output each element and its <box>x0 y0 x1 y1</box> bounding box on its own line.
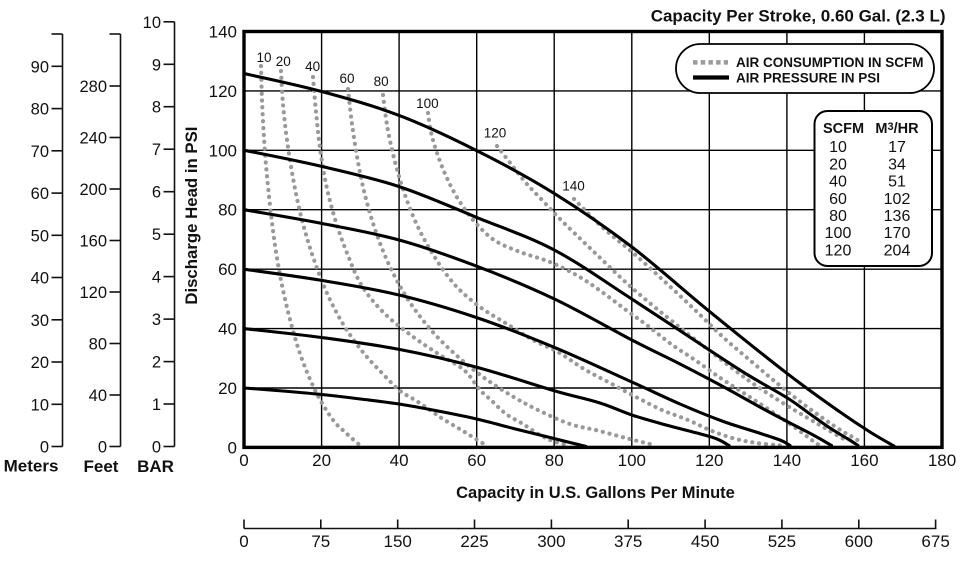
svg-text:10: 10 <box>143 14 161 32</box>
svg-text:100: 100 <box>416 96 439 111</box>
svg-text:20: 20 <box>218 379 237 398</box>
svg-text:Discharge Head in PSI: Discharge Head in PSI <box>182 127 201 305</box>
svg-text:102: 102 <box>884 191 911 208</box>
svg-text:20: 20 <box>312 451 331 470</box>
svg-text:204: 204 <box>884 242 911 259</box>
svg-text:120: 120 <box>484 126 507 141</box>
svg-text:140: 140 <box>562 179 585 194</box>
svg-text:0: 0 <box>152 439 161 457</box>
svg-text:10: 10 <box>829 139 847 156</box>
svg-text:17: 17 <box>888 139 906 156</box>
svg-text:160: 160 <box>79 233 107 251</box>
svg-text:80: 80 <box>89 336 107 354</box>
svg-text:140: 140 <box>773 451 801 470</box>
svg-text:40: 40 <box>390 451 409 470</box>
svg-text:450: 450 <box>691 532 719 551</box>
svg-text:8: 8 <box>152 99 161 117</box>
svg-text:BAR: BAR <box>137 457 174 476</box>
svg-text:60: 60 <box>339 71 354 86</box>
svg-text:150: 150 <box>384 532 412 551</box>
svg-text:30: 30 <box>31 312 49 330</box>
svg-text:40: 40 <box>218 320 237 339</box>
svg-text:10: 10 <box>256 50 271 65</box>
svg-text:280: 280 <box>79 78 107 96</box>
svg-text:20: 20 <box>829 156 847 173</box>
svg-text:4: 4 <box>152 269 161 287</box>
svg-text:60: 60 <box>218 260 237 279</box>
svg-text:SCFM: SCFM <box>823 121 864 137</box>
svg-text:34: 34 <box>888 156 906 173</box>
svg-text:120: 120 <box>209 82 237 101</box>
svg-text:100: 100 <box>209 141 237 160</box>
svg-text:600: 600 <box>845 532 873 551</box>
svg-text:80: 80 <box>829 208 847 225</box>
svg-text:100: 100 <box>825 225 852 242</box>
svg-text:136: 136 <box>884 208 911 225</box>
svg-text:375: 375 <box>614 532 642 551</box>
svg-text:90: 90 <box>31 58 49 76</box>
svg-text:5: 5 <box>152 226 161 244</box>
svg-text:80: 80 <box>545 451 564 470</box>
svg-text:0: 0 <box>239 532 248 551</box>
svg-text:120: 120 <box>79 284 107 302</box>
svg-text:80: 80 <box>374 74 389 89</box>
svg-text:140: 140 <box>209 23 237 42</box>
svg-text:3: 3 <box>152 311 161 329</box>
svg-text:60: 60 <box>467 451 486 470</box>
svg-text:100: 100 <box>618 451 646 470</box>
svg-text:40: 40 <box>89 387 107 405</box>
svg-text:1: 1 <box>152 396 161 414</box>
svg-text:50: 50 <box>31 227 49 245</box>
svg-text:70: 70 <box>31 143 49 161</box>
svg-text:300: 300 <box>537 532 565 551</box>
svg-text:180: 180 <box>928 451 956 470</box>
svg-text:0: 0 <box>40 439 49 457</box>
svg-text:Capacity in U.S. Gallons Per M: Capacity in U.S. Gallons Per Minute <box>456 484 735 502</box>
svg-text:675: 675 <box>921 532 949 551</box>
svg-text:9: 9 <box>152 56 161 74</box>
svg-text:51: 51 <box>888 174 906 191</box>
svg-text:120: 120 <box>825 242 852 259</box>
svg-text:Feet: Feet <box>84 457 119 476</box>
svg-text:160: 160 <box>850 451 878 470</box>
svg-text:240: 240 <box>79 130 107 148</box>
svg-text:10: 10 <box>31 396 49 414</box>
svg-text:Meters: Meters <box>4 457 59 476</box>
svg-text:120: 120 <box>695 451 723 470</box>
svg-text:Capacity Per Stroke, 0.60 Gal.: Capacity Per Stroke, 0.60 Gal. (2.3 L) <box>651 7 946 26</box>
svg-text:80: 80 <box>31 101 49 119</box>
svg-text:AIR PRESSURE IN PSI: AIR PRESSURE IN PSI <box>736 71 880 86</box>
svg-text:40: 40 <box>829 174 847 191</box>
svg-text:0: 0 <box>239 451 248 470</box>
svg-text:40: 40 <box>31 270 49 288</box>
svg-text:200: 200 <box>79 181 107 199</box>
svg-text:20: 20 <box>276 54 291 69</box>
svg-text:80: 80 <box>218 201 237 220</box>
svg-text:AIR CONSUMPTION IN SCFM: AIR CONSUMPTION IN SCFM <box>736 55 924 70</box>
svg-text:75: 75 <box>311 532 330 551</box>
svg-text:0: 0 <box>98 439 107 457</box>
svg-text:60: 60 <box>31 185 49 203</box>
svg-text:M3/HR: M3/HR <box>875 121 919 137</box>
svg-text:6: 6 <box>152 184 161 202</box>
svg-text:7: 7 <box>152 141 161 159</box>
svg-text:225: 225 <box>460 532 488 551</box>
svg-text:2: 2 <box>152 354 161 372</box>
svg-text:170: 170 <box>884 225 911 242</box>
svg-text:40: 40 <box>305 59 320 74</box>
svg-text:20: 20 <box>31 354 49 372</box>
svg-text:60: 60 <box>829 191 847 208</box>
svg-text:0: 0 <box>228 438 237 457</box>
svg-text:525: 525 <box>768 532 796 551</box>
